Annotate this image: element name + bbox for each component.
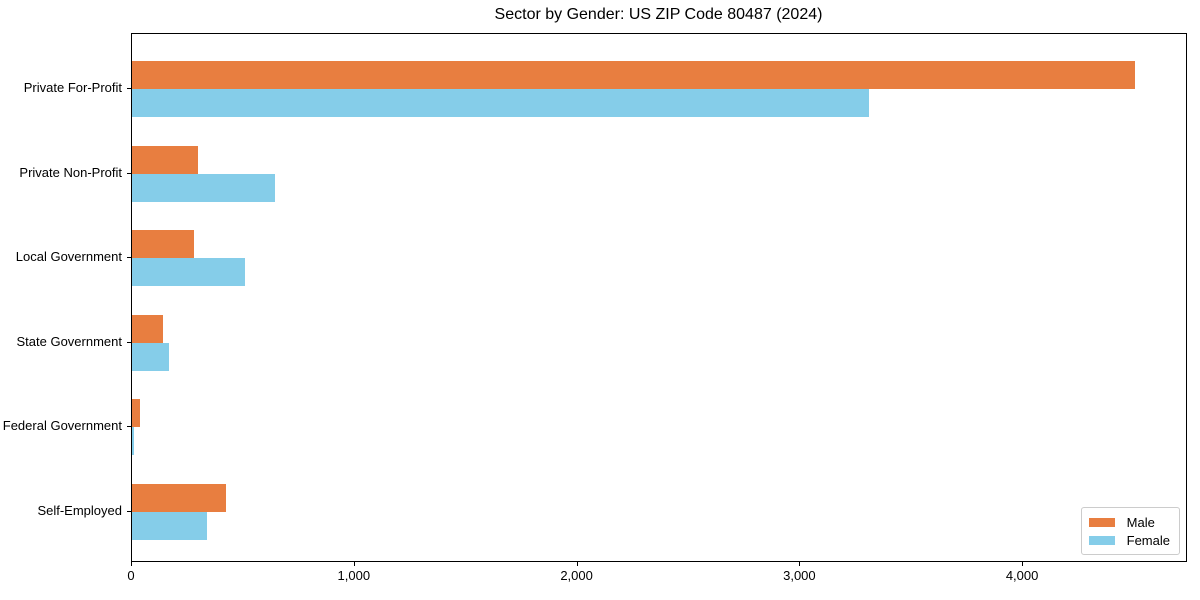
bar-male-state-government	[132, 314, 164, 343]
bar-female-self-employed	[132, 512, 207, 540]
x-tick-2	[576, 562, 578, 566]
plot-area: Male Female	[131, 33, 1187, 562]
x-axis-label-1: 1,000	[337, 568, 371, 583]
male-color-swatch	[1088, 517, 1115, 527]
bar-female-federal-government	[132, 427, 135, 456]
female-color-swatch	[1088, 535, 1115, 545]
x-tick-3	[799, 562, 801, 566]
bar-male-private-non-profit	[132, 145, 198, 174]
bar-female-private-for-profit	[132, 89, 870, 117]
x-axis-label-0: 0	[127, 568, 135, 583]
y-axis-label-2: Local Government	[15, 249, 122, 265]
legend-label-female: Female	[1126, 532, 1170, 548]
bar-female-private-non-profit	[132, 173, 275, 202]
y-axis-label-0: Private For-Profit	[23, 80, 122, 95]
bar-male-federal-government	[132, 399, 140, 428]
y-tick-3	[127, 341, 131, 343]
legend: Male Female	[1080, 507, 1180, 555]
y-tick-4	[127, 426, 131, 428]
legend-entry-female: Female	[1088, 531, 1170, 549]
x-axis-label-3: 3,000	[783, 568, 816, 583]
y-axis-label-4: Federal Government	[2, 418, 122, 434]
y-tick-1	[127, 172, 131, 174]
y-axis-label-3: State Government	[16, 333, 123, 349]
y-tick-2	[127, 257, 131, 259]
x-tick-0	[131, 562, 132, 566]
bar-female-state-government	[132, 342, 169, 371]
x-tick-4	[1022, 562, 1024, 566]
chart-title: Sector by Gender: US ZIP Code 80487 (202…	[494, 6, 823, 23]
legend-entry-male: Male	[1088, 513, 1170, 531]
x-axis-label-4: 4,000	[1005, 568, 1039, 583]
legend-label-male: Male	[1126, 514, 1155, 530]
bar-male-private-for-profit	[132, 61, 1135, 89]
y-tick-0	[127, 88, 131, 89]
y-axis-label-5: Self-Employed	[37, 503, 122, 518]
bar-female-local-government	[132, 258, 245, 287]
x-axis-label-2: 2,000	[560, 568, 593, 583]
x-tick-1	[353, 562, 355, 566]
y-axis-label-1: Private Non-Profit	[19, 164, 122, 180]
bar-male-self-employed	[132, 484, 226, 512]
y-tick-5	[127, 511, 131, 512]
bar-male-local-government	[132, 230, 195, 259]
